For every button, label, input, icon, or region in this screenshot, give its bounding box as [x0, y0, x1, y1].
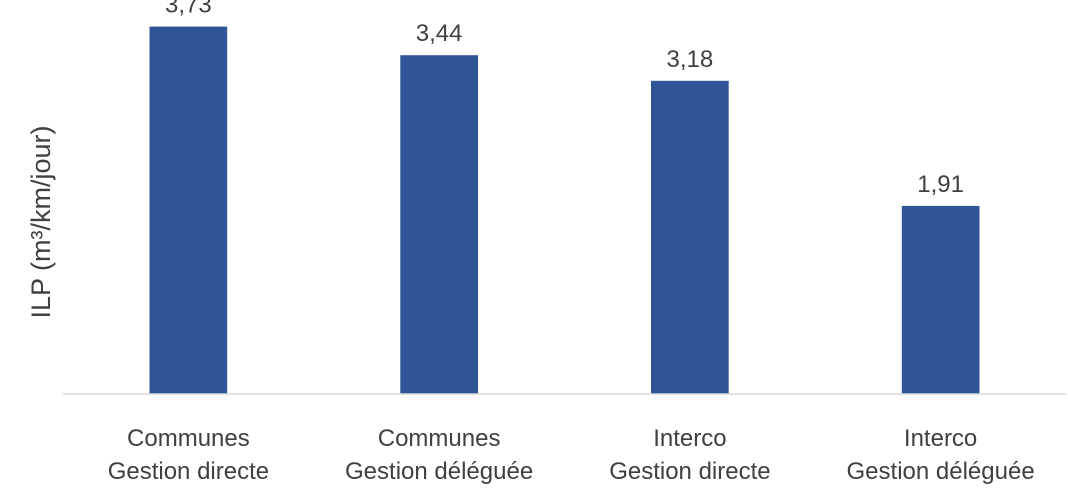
data-label-1: 3,73 [165, 0, 212, 19]
data-label-4: 1,91 [917, 171, 964, 198]
x-tick-label-2-line-1: Communes [378, 425, 501, 452]
x-tick-label-3-line-2: Gestion directe [609, 458, 770, 485]
x-tick-label-1-line-2: Gestion directe [108, 458, 269, 485]
bar-2 [400, 55, 478, 394]
x-tick-label-4-line-2: Gestion déléguée [847, 458, 1035, 485]
x-tick-label-1-line-1: Communes [127, 425, 250, 452]
bar-3 [651, 80, 729, 395]
bar-1 [149, 26, 228, 394]
x-tick-label-3-line-1: Interco [653, 425, 726, 452]
data-labels-group: 3,73 3,44 3,18 1,91 [165, 0, 964, 198]
x-tick-labels-group: Communes Gestion directe Communes Gestion d… [108, 425, 1035, 485]
y-axis-title: ILP (m³/km/jour) [26, 125, 56, 318]
x-tick-label-2-line-2: Gestion déléguée [345, 458, 533, 485]
bars-group [149, 26, 980, 395]
bar-4 [901, 205, 980, 394]
data-label-3: 3,18 [667, 46, 714, 73]
data-label-2: 3,44 [416, 20, 463, 47]
x-tick-label-4-line-1: Interco [904, 425, 977, 452]
